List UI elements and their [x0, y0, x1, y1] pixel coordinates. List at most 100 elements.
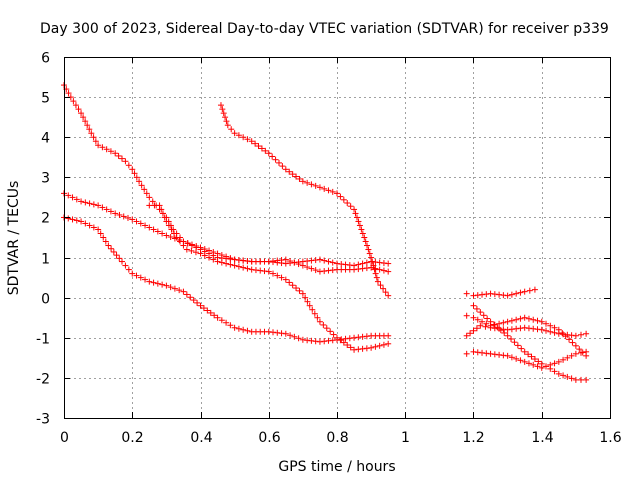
data-point [470, 292, 477, 299]
data-point [368, 254, 375, 261]
data-point-sample [382, 289, 389, 296]
data-point-sample [347, 203, 354, 210]
data-point-sample [525, 325, 532, 332]
data-point [463, 290, 470, 297]
data-point-sample [142, 276, 149, 283]
data-point-sample [287, 260, 294, 267]
data-point-sample [490, 321, 497, 328]
data-point-sample [269, 153, 276, 160]
data-point-sample [508, 326, 515, 333]
series-arc-5 [217, 102, 392, 299]
data-point-sample [513, 325, 520, 332]
data-point-sample [295, 259, 302, 266]
data-point-sample [240, 257, 247, 264]
data-point [163, 282, 170, 289]
data-point-sample [143, 190, 150, 197]
data-point [487, 318, 494, 325]
data-point [316, 338, 323, 345]
data-point-sample [219, 106, 226, 113]
data-point [351, 334, 358, 341]
data-point-sample [115, 152, 122, 159]
data-point-sample [479, 291, 486, 298]
data-point [136, 178, 143, 185]
data-point-sample [365, 246, 372, 253]
data-point-sample [327, 328, 334, 335]
data-point-sample [359, 230, 366, 237]
data-point-sample [376, 266, 383, 273]
series-arc-3 [61, 214, 392, 345]
data-point-sample [359, 345, 366, 352]
data-point-sample [338, 336, 345, 343]
data-point-sample [373, 274, 380, 281]
data-point-sample [274, 272, 281, 279]
y-tick-label: -3 [36, 412, 50, 428]
data-point-sample [137, 220, 144, 227]
data-point [88, 130, 95, 137]
data-point-sample [337, 193, 344, 200]
data-point-sample [358, 226, 365, 233]
data-point-sample [90, 224, 97, 231]
data-point-sample [86, 126, 93, 133]
data-point-sample [534, 363, 541, 370]
data-point-sample [329, 259, 336, 266]
data-point-sample [150, 226, 157, 233]
data-point-sample [369, 258, 376, 265]
data-point-sample [530, 361, 537, 368]
x-tick-label: 0.6 [258, 430, 280, 446]
data-point-sample [304, 264, 311, 271]
y-tick-label: -2 [36, 372, 50, 388]
data-point [282, 166, 289, 173]
data-point-sample [309, 306, 316, 313]
y-tick-label: 6 [41, 51, 50, 67]
data-point [129, 216, 136, 223]
data-point [555, 370, 562, 377]
data-point-sample [359, 265, 366, 272]
data-point [521, 314, 528, 321]
data-point-sample [65, 90, 72, 97]
series-arc-2 [61, 190, 392, 269]
data-point-sample [133, 174, 140, 181]
data-point-sample [376, 259, 383, 266]
data-point [385, 268, 392, 275]
data-point [463, 350, 470, 357]
data-point-sample [223, 253, 230, 260]
data-point-sample [252, 140, 259, 147]
data-point-sample [366, 250, 373, 257]
data-point-sample [73, 217, 80, 224]
series-arc-4 [146, 202, 392, 353]
data-point-sample [65, 215, 72, 222]
data-point-sample [279, 163, 286, 170]
data-point-sample [312, 182, 319, 189]
data-point-sample [528, 353, 535, 360]
data-point-sample [568, 352, 575, 359]
data-point-sample [494, 324, 501, 331]
data-point-sample [474, 292, 481, 299]
data-point-sample [525, 315, 532, 322]
data-point-sample [258, 145, 265, 152]
data-point [504, 326, 511, 333]
data-point-sample [380, 267, 387, 274]
data-point-sample [223, 260, 230, 267]
data-point-sample [97, 230, 104, 237]
y-tick-label: 2 [41, 211, 50, 227]
data-point-sample [363, 259, 370, 266]
data-point-sample [347, 344, 354, 351]
data-point-sample [244, 258, 251, 265]
data-point-sample [222, 114, 229, 121]
data-point-sample [159, 210, 166, 217]
data-point-sample [346, 335, 353, 342]
marks-layer [61, 82, 590, 383]
data-point-sample [304, 258, 311, 265]
data-point [146, 202, 153, 209]
data-point-sample [363, 345, 370, 352]
data-point-sample [296, 287, 303, 294]
data-point-sample [323, 325, 330, 332]
data-point-sample [80, 114, 87, 121]
data-point-sample [577, 349, 584, 356]
data-point-sample [530, 325, 537, 332]
data-point-sample [359, 333, 366, 340]
data-point [538, 360, 545, 367]
data-point-sample [547, 328, 554, 335]
data-point [521, 324, 528, 331]
